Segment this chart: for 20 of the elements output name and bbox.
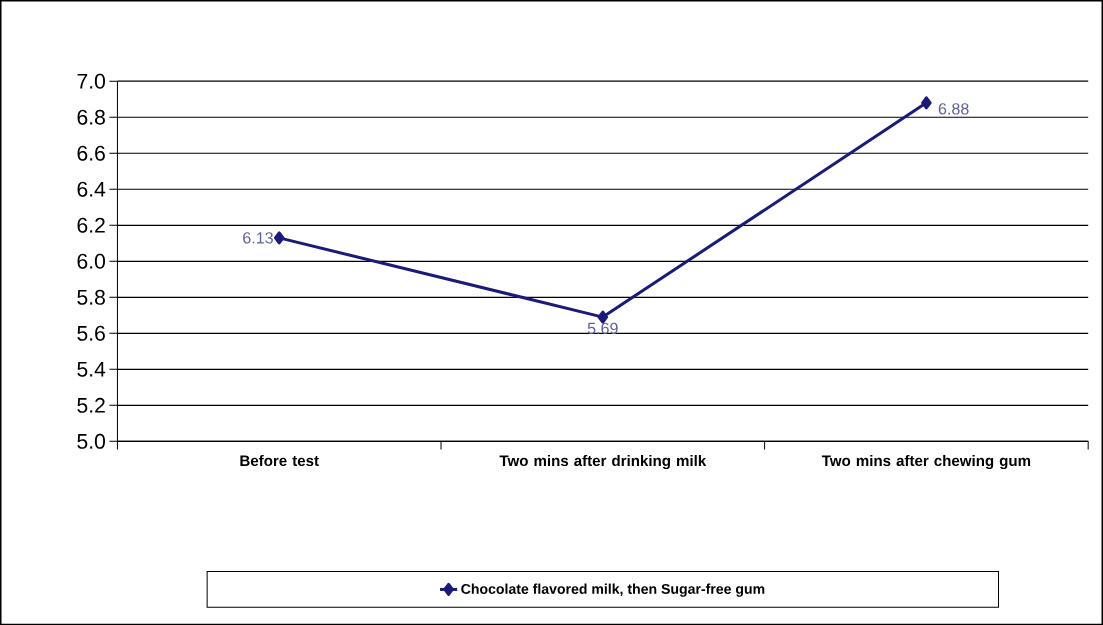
y-tick-label: 6.6 <box>77 145 105 161</box>
legend-label: Chocolate flavored milk, then Sugar-free gum <box>461 583 765 597</box>
y-tick-label: 5.4 <box>77 361 106 377</box>
y-tick-label: 5.0 <box>77 433 106 449</box>
point <box>273 231 285 245</box>
y-tick-label: 7.0 <box>77 73 106 89</box>
y-tick-label: 6.8 <box>77 109 105 125</box>
point <box>921 96 932 110</box>
y-tick-label: 6.0 <box>77 253 106 269</box>
x-tick-label: Two mins after drinking milk <box>499 454 707 470</box>
x-tick-label: Two mins after chewing gum <box>821 454 1031 470</box>
y-tick-label: 6.2 <box>77 217 105 233</box>
y-tick-label: 5.6 <box>77 325 105 341</box>
data-label: 6.13 <box>243 232 273 244</box>
y-tick-label: 6.4 <box>77 181 106 197</box>
data-label: 6.88 <box>938 103 969 115</box>
y-tick-label: 5.8 <box>77 289 105 305</box>
data-label: 5.69 <box>587 322 618 334</box>
x-tick-label: Before test <box>240 454 319 466</box>
y-tick-label: 5.2 <box>77 397 105 413</box>
